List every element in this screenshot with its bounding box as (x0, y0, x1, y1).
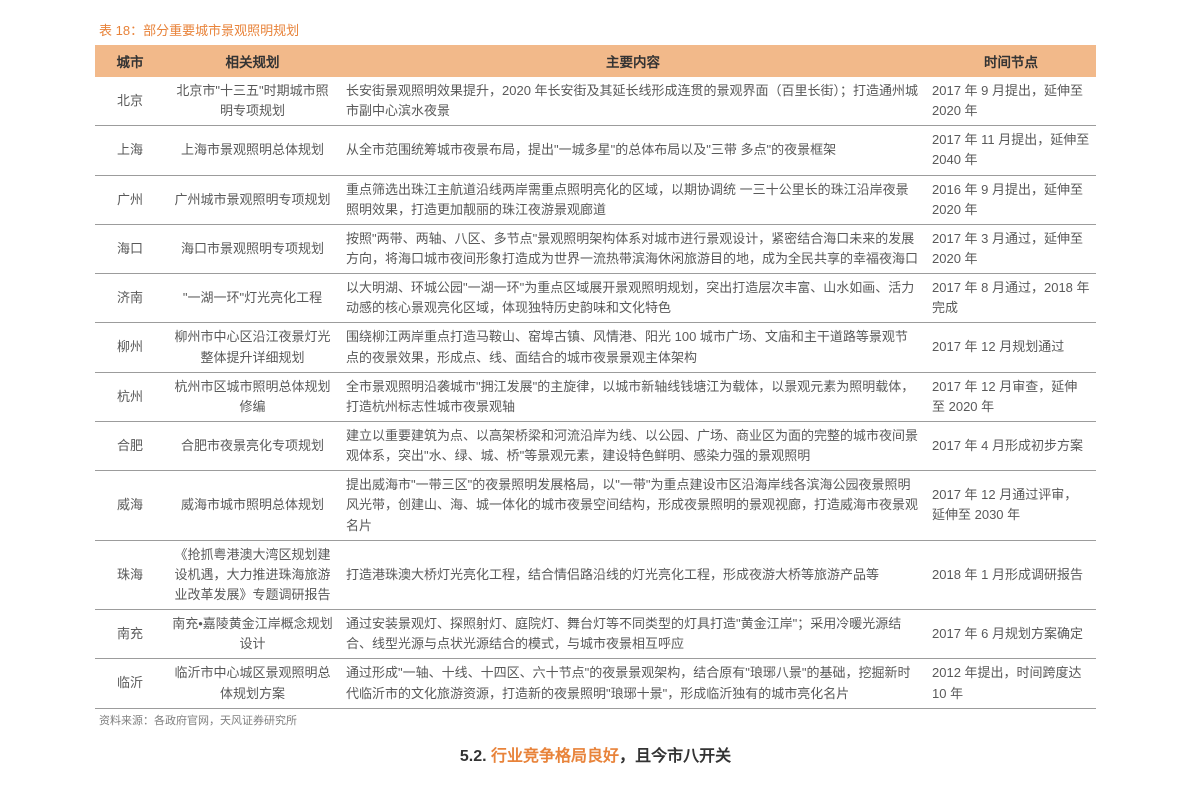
col-header-plan: 相关规划 (165, 45, 340, 77)
cell-content: 通过形成"一轴、十线、十四区、六十节点"的夜景景观架构，结合原有"琅琊八景"的基… (340, 659, 926, 708)
footer-text-b: 且今市八开关 (635, 748, 731, 765)
table-row: 上海上海市景观照明总体规划从全市范围统筹城市夜景布局，提出"一城多星"的总体布局… (95, 126, 1096, 175)
cell-content: 打造港珠澳大桥灯光亮化工程，结合情侣路沿线的灯光亮化工程，形成夜游大桥等旅游产品… (340, 540, 926, 609)
cell-plan: 北京市"十三五"时期城市照明专项规划 (165, 77, 340, 126)
lighting-plan-table: 城市 相关规划 主要内容 时间节点 北京北京市"十三五"时期城市照明专项规划长安… (95, 45, 1096, 709)
cell-content: 全市景观照明沿袭城市"拥江发展"的主旋律，以城市新轴线钱塘江为载体，以景观元素为… (340, 372, 926, 421)
cell-city: 杭州 (95, 372, 165, 421)
cell-content: 从全市范围统筹城市夜景布局，提出"一城多星"的总体布局以及"三带 多点"的夜景框… (340, 126, 926, 175)
cell-plan: 柳州市中心区沿江夜景灯光整体提升详细规划 (165, 323, 340, 372)
cell-content: 重点筛选出珠江主航道沿线两岸需重点照明亮化的区域，以期协调统 一三十公里长的珠江… (340, 175, 926, 224)
cell-time: 2017 年 4 月形成初步方案 (926, 421, 1096, 470)
table-row: 临沂临沂市中心城区景观照明总体规划方案通过形成"一轴、十线、十四区、六十节点"的… (95, 659, 1096, 708)
cell-content: 提出威海市"一带三区"的夜景照明发展格局，以"一带"为重点建设市区沿海岸线各滨海… (340, 471, 926, 540)
table-header-row: 城市 相关规划 主要内容 时间节点 (95, 45, 1096, 77)
cell-plan: 上海市景观照明总体规划 (165, 126, 340, 175)
cell-plan: 海口市景观照明专项规划 (165, 224, 340, 273)
cell-time: 2017 年 3 月通过，延伸至 2020 年 (926, 224, 1096, 273)
cell-city: 南充 (95, 610, 165, 659)
table-row: 柳州柳州市中心区沿江夜景灯光整体提升详细规划围绕柳江两岸重点打造马鞍山、窑埠古镇… (95, 323, 1096, 372)
col-header-city: 城市 (95, 45, 165, 77)
col-header-content: 主要内容 (340, 45, 926, 77)
cell-city: 海口 (95, 224, 165, 273)
cell-city: 威海 (95, 471, 165, 540)
table-row: 海口海口市景观照明专项规划按照"两带、两轴、八区、多节点"景观照明架构体系对城市… (95, 224, 1096, 273)
cell-plan: 《抢抓粤港澳大湾区规划建设机遇，大力推进珠海旅游业改革发展》专题调研报告 (165, 540, 340, 609)
source-note: 资料来源：各政府官网，天风证券研究所 (95, 712, 1096, 728)
cell-city: 合肥 (95, 421, 165, 470)
cell-plan: 南充•嘉陵黄金江岸概念规划设计 (165, 610, 340, 659)
cell-city: 北京 (95, 77, 165, 126)
cell-content: 按照"两带、两轴、八区、多节点"景观照明架构体系对城市进行景观设计，紧密结合海口… (340, 224, 926, 273)
cell-time: 2017 年 12 月通过评审，延伸至 2030 年 (926, 471, 1096, 540)
table-row: 杭州杭州市区城市照明总体规划修编全市景观照明沿袭城市"拥江发展"的主旋律，以城市… (95, 372, 1096, 421)
cell-city: 临沂 (95, 659, 165, 708)
cell-time: 2017 年 12 月审查，延伸至 2020 年 (926, 372, 1096, 421)
table-row: 北京北京市"十三五"时期城市照明专项规划长安街景观照明效果提升，2020 年长安… (95, 77, 1096, 126)
table-row: 广州广州城市景观照明专项规划重点筛选出珠江主航道沿线两岸需重点照明亮化的区域，以… (95, 175, 1096, 224)
cell-time: 2017 年 8 月通过，2018 年完成 (926, 274, 1096, 323)
cell-content: 通过安装景观灯、探照射灯、庭院灯、舞台灯等不同类型的灯具打造"黄金江岸"；采用冷… (340, 610, 926, 659)
cell-city: 济南 (95, 274, 165, 323)
table-row: 威海威海市城市照明总体规划提出威海市"一带三区"的夜景照明发展格局，以"一带"为… (95, 471, 1096, 540)
cell-city: 珠海 (95, 540, 165, 609)
cell-time: 2017 年 6 月规划方案确定 (926, 610, 1096, 659)
footer-heading: 5.2. 行业竞争格局良好，且今市八开关 (95, 742, 1096, 766)
cell-plan: 临沂市中心城区景观照明总体规划方案 (165, 659, 340, 708)
cell-time: 2018 年 1 月形成调研报告 (926, 540, 1096, 609)
cell-plan: 广州城市景观照明专项规划 (165, 175, 340, 224)
cell-time: 2012 年提出，时间跨度达 10 年 (926, 659, 1096, 708)
footer-text-a: 行业竞争格局良好 (491, 748, 619, 765)
table-caption: 表 18：部分重要城市景观照明规划 (95, 20, 1096, 39)
col-header-time: 时间节点 (926, 45, 1096, 77)
cell-time: 2016 年 9 月提出，延伸至 2020 年 (926, 175, 1096, 224)
cell-plan: 杭州市区城市照明总体规划修编 (165, 372, 340, 421)
cell-plan: 威海市城市照明总体规划 (165, 471, 340, 540)
table-row: 合肥合肥市夜景亮化专项规划建立以重要建筑为点、以高架桥梁和河流沿岸为线、以公园、… (95, 421, 1096, 470)
table-body: 北京北京市"十三五"时期城市照明专项规划长安街景观照明效果提升，2020 年长安… (95, 77, 1096, 708)
cell-time: 2017 年 12 月规划通过 (926, 323, 1096, 372)
cell-content: 以大明湖、环城公园"一湖一环"为重点区域展开景观照明规划，突出打造层次丰富、山水… (340, 274, 926, 323)
footer-sep: ， (619, 748, 635, 765)
cell-content: 长安街景观照明效果提升，2020 年长安街及其延长线形成连贯的景观界面（百里长街… (340, 77, 926, 126)
cell-city: 广州 (95, 175, 165, 224)
table-row: 济南"一湖一环"灯光亮化工程以大明湖、环城公园"一湖一环"为重点区域展开景观照明… (95, 274, 1096, 323)
table-row: 南充南充•嘉陵黄金江岸概念规划设计通过安装景观灯、探照射灯、庭院灯、舞台灯等不同… (95, 610, 1096, 659)
cell-city: 上海 (95, 126, 165, 175)
cell-plan: "一湖一环"灯光亮化工程 (165, 274, 340, 323)
cell-city: 柳州 (95, 323, 165, 372)
cell-time: 2017 年 11 月提出，延伸至 2040 年 (926, 126, 1096, 175)
table-row: 珠海《抢抓粤港澳大湾区规划建设机遇，大力推进珠海旅游业改革发展》专题调研报告打造… (95, 540, 1096, 609)
footer-number: 5.2. (460, 748, 487, 765)
cell-content: 围绕柳江两岸重点打造马鞍山、窑埠古镇、风情港、阳光 100 城市广场、文庙和主干… (340, 323, 926, 372)
cell-plan: 合肥市夜景亮化专项规划 (165, 421, 340, 470)
cell-content: 建立以重要建筑为点、以高架桥梁和河流沿岸为线、以公园、广场、商业区为面的完整的城… (340, 421, 926, 470)
cell-time: 2017 年 9 月提出，延伸至 2020 年 (926, 77, 1096, 126)
